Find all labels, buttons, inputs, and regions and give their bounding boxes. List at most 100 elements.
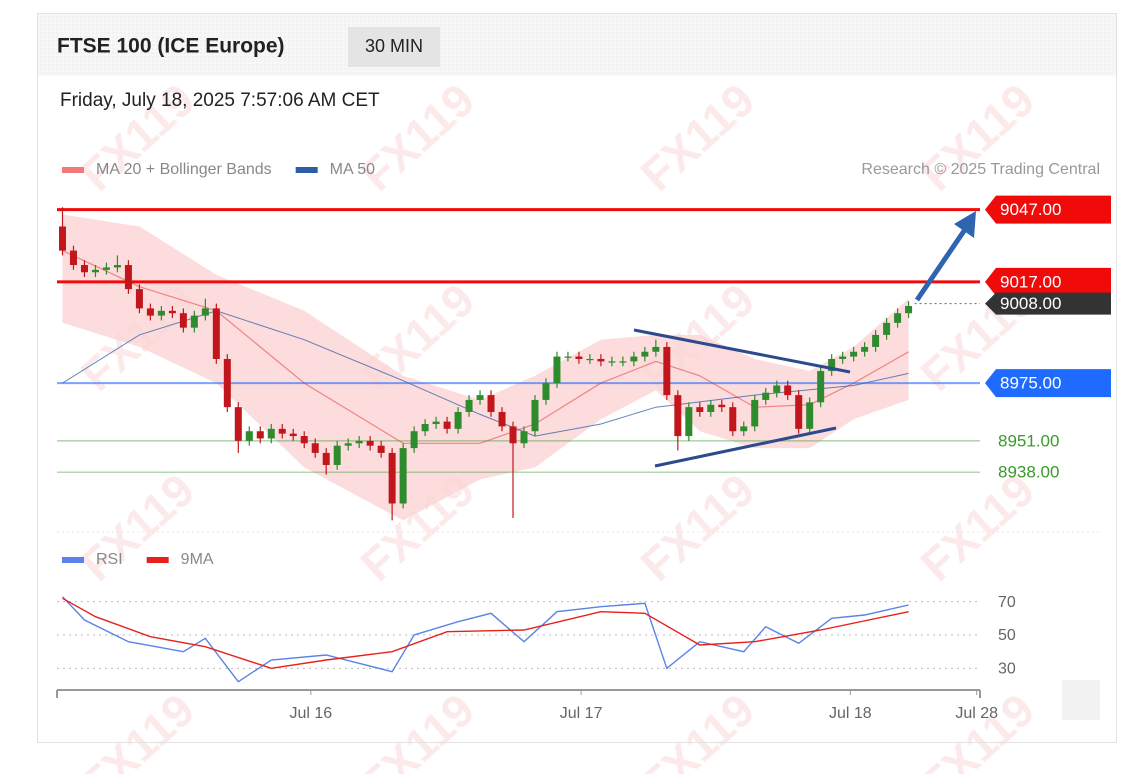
x-tick-label: Jul 28 — [955, 705, 998, 722]
interval: 30 MIN — [365, 36, 423, 56]
candle-body — [707, 404, 715, 412]
candle-body — [476, 395, 484, 400]
candle-body — [300, 436, 308, 444]
candle-body — [179, 313, 187, 328]
candle-body — [91, 269, 99, 273]
candle-body — [542, 383, 550, 400]
candle-body — [630, 356, 638, 362]
plot: MA 20 + Bollinger Bands MA 50 9047.00 9017.… — [56, 161, 1111, 722]
candle-body — [817, 371, 825, 403]
candle-body — [256, 431, 264, 439]
candle-body — [663, 346, 671, 396]
candle-body — [751, 399, 759, 427]
legend-swatch — [295, 167, 318, 173]
candle-body — [498, 411, 506, 427]
legend-swatch — [146, 557, 169, 563]
candle-body — [729, 407, 737, 432]
candle-body — [773, 385, 781, 393]
candle-body — [212, 308, 220, 359]
trend-line — [654, 426, 837, 468]
annotations — [633, 211, 976, 468]
legend-label: 9MA — [181, 551, 214, 568]
candle-body — [861, 346, 869, 352]
candle-body — [696, 407, 704, 412]
watermark: FX119 — [911, 683, 1045, 774]
arrow-head — [954, 211, 976, 238]
x-tick-label: Jul 17 — [560, 705, 603, 722]
x-tick-label: Jul 18 — [829, 705, 872, 722]
level-badge — [985, 195, 1111, 224]
level-label: 8951.00 — [998, 431, 1059, 450]
timestamp: Friday, July 18, 2025 7:57:06 AM CET — [60, 90, 380, 111]
level-badge — [985, 369, 1111, 398]
last-price-badge — [985, 292, 1111, 315]
candle-body — [157, 310, 165, 316]
candle-body — [388, 452, 396, 504]
candle-body — [465, 399, 473, 412]
candle-body — [740, 426, 748, 432]
legend-swatch — [62, 557, 84, 563]
legend-label: MA 20 + Bollinger Bands — [96, 161, 272, 178]
candle-body — [454, 411, 462, 429]
candle-body — [245, 431, 253, 441]
candle-body — [432, 421, 440, 425]
candle-body — [322, 452, 330, 465]
candle-body — [564, 356, 572, 358]
candle-body — [597, 358, 605, 362]
candle-body — [575, 356, 583, 359]
watermark: FX119 — [71, 463, 205, 591]
header-bar — [38, 14, 1116, 76]
candle-body — [520, 431, 528, 444]
interval-badge — [348, 27, 440, 67]
candle-body — [102, 267, 110, 270]
candle-body — [586, 358, 594, 361]
watermark: FX119 — [71, 683, 205, 774]
watermark: FX119 — [911, 463, 1045, 591]
candle-body — [201, 308, 209, 316]
watermark: FX119 — [631, 463, 765, 591]
level-label: 9017.00 — [1000, 272, 1061, 291]
candle-body — [267, 428, 275, 439]
candle-body — [619, 361, 627, 363]
candle-body — [58, 226, 66, 251]
trend-line — [633, 328, 851, 374]
watermark: FX119 — [351, 683, 485, 774]
rsi-line — [62, 597, 909, 670]
rsi-line — [61, 596, 909, 683]
level-label: 9047.00 — [1000, 200, 1061, 219]
candle-body — [905, 305, 913, 314]
candle-body — [80, 265, 88, 273]
corner-button — [1062, 680, 1100, 720]
candle-body — [806, 402, 814, 429]
candle-body — [333, 445, 341, 465]
x-tick-label: Jul 16 — [289, 705, 332, 722]
candle-body — [674, 395, 682, 437]
watermark: FX119 — [631, 683, 765, 774]
candle-body — [146, 308, 154, 316]
candle-body — [69, 250, 77, 266]
candle-body — [839, 356, 847, 359]
candle-body — [641, 351, 649, 357]
candle-body — [685, 407, 693, 437]
candle-body — [278, 428, 286, 434]
legend-label: RSI — [96, 551, 123, 568]
candle-body — [718, 404, 726, 408]
credit: Research © 2025 Trading Central — [861, 161, 1100, 178]
legend-label: MA 50 — [330, 161, 375, 178]
arrow-shaft — [914, 226, 969, 302]
candle-body — [289, 433, 297, 437]
level-label: 8975.00 — [1000, 374, 1061, 393]
candle-body — [531, 399, 539, 432]
candle-body — [828, 358, 836, 372]
candle-body — [894, 313, 902, 323]
candle-body — [784, 385, 792, 396]
candle-body — [608, 361, 616, 363]
watermark: FX119 — [911, 73, 1045, 201]
candle-body — [124, 265, 132, 290]
candle-body — [344, 443, 352, 446]
candle-body — [421, 424, 429, 432]
last-price-label: 9008.00 — [1000, 294, 1061, 313]
candle-body — [850, 351, 858, 357]
candle-body — [355, 440, 363, 444]
